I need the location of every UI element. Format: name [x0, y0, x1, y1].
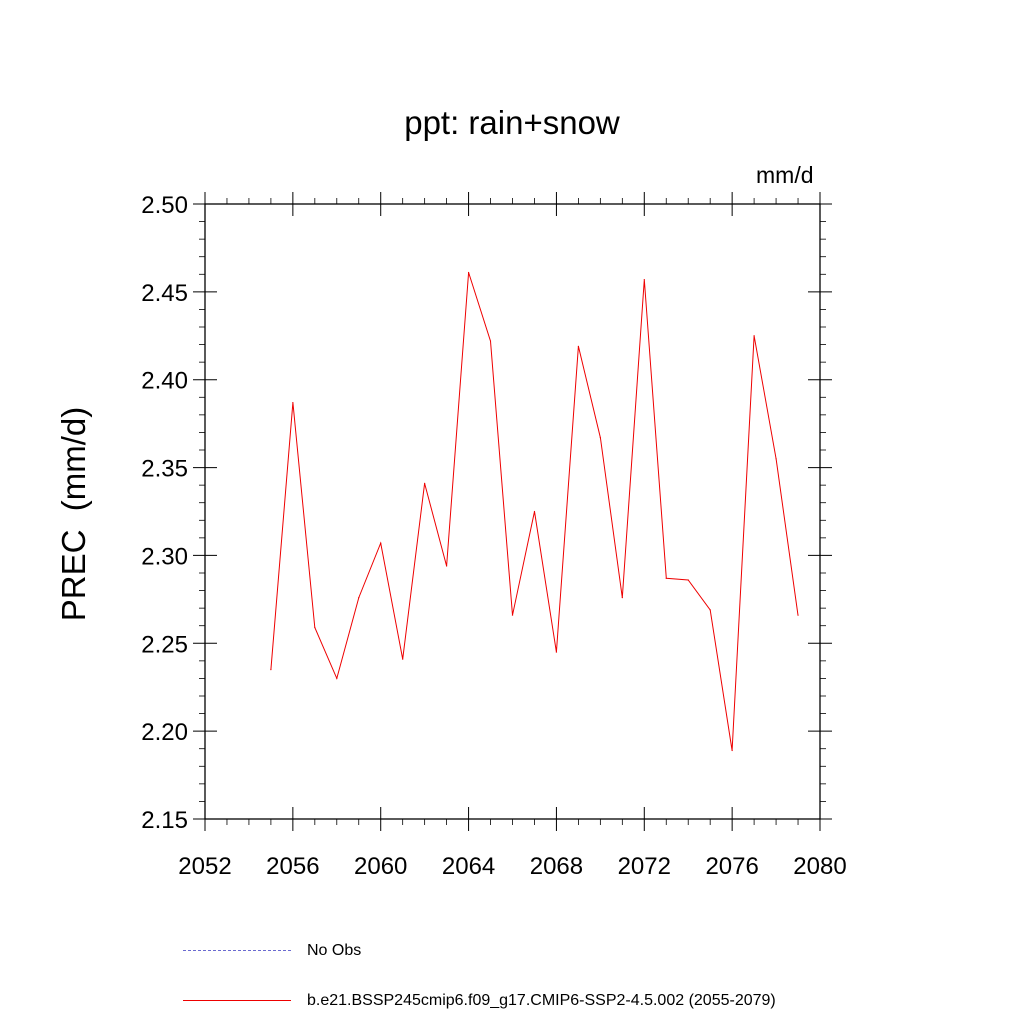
legend-label: b.e21.BSSP245cmip6.f09_g17.CMIP6-SSP2-4.…: [307, 992, 776, 1009]
data-point: [599, 437, 601, 439]
y-axis-label: PREC (mm/d): [55, 406, 92, 622]
data-point: [380, 542, 382, 544]
y-tick-label: 2.30: [141, 543, 188, 570]
x-tick-label: 2052: [178, 853, 231, 880]
data-point: [358, 597, 360, 599]
data-point: [402, 658, 404, 660]
data-point: [621, 597, 623, 599]
data-series: [270, 271, 799, 752]
tick-labels: 2052 2056 2060 2064 2068 2072 2076 2080 2.15 2.20…: [141, 192, 846, 880]
data-point: [577, 345, 579, 347]
y-tick-label: 2.50: [141, 192, 188, 219]
data-point: [336, 677, 338, 680]
x-tick-label: 2080: [793, 853, 846, 880]
data-point: [292, 401, 294, 404]
data-point: [753, 335, 755, 337]
data-point: [665, 577, 667, 579]
y-tick-label: 2.15: [141, 807, 188, 834]
axis-ticks: [193, 192, 832, 831]
x-tick-label: 2076: [705, 853, 758, 880]
x-tick-label: 2060: [354, 853, 407, 880]
legend-solid-line-symbol: [183, 1000, 291, 1002]
data-point: [467, 271, 470, 274]
data-point: [446, 565, 448, 567]
legend-dash-line-symbol: [183, 950, 291, 952]
data-point: [643, 278, 645, 281]
data-point: [314, 626, 316, 629]
data-point: [555, 651, 558, 653]
data-point: [511, 614, 514, 616]
x-tick-label: 2064: [442, 853, 495, 880]
y-tick-label: 2.35: [141, 456, 188, 483]
data-point: [797, 614, 799, 616]
x-tick-label: 2056: [266, 853, 319, 880]
data-point: [731, 749, 733, 752]
data-point: [270, 669, 272, 671]
y-tick-label: 2.45: [141, 280, 188, 307]
units-label: mm/d: [756, 162, 814, 188]
legend-item-no-obs: No Obs: [183, 942, 361, 960]
legend-label: No Obs: [307, 942, 362, 959]
data-point: [709, 609, 711, 611]
chart-title: ppt: rain+snow: [404, 104, 620, 141]
plot-frame: [204, 203, 821, 820]
y-tick-label: 2.20: [141, 719, 188, 746]
data-point: [489, 340, 492, 342]
x-tick-label: 2068: [530, 853, 583, 880]
data-point: [424, 482, 426, 484]
legend-item-model-run: b.e21.BSSP245cmip6.f09_g17.CMIP6-SSP2-4.…: [183, 992, 776, 1010]
x-tick-label: 2072: [618, 853, 671, 880]
data-point: [533, 510, 536, 513]
data-point: [775, 458, 777, 460]
data-point: [687, 579, 689, 581]
y-tick-label: 2.25: [141, 631, 188, 658]
y-tick-label: 2.40: [141, 368, 188, 395]
